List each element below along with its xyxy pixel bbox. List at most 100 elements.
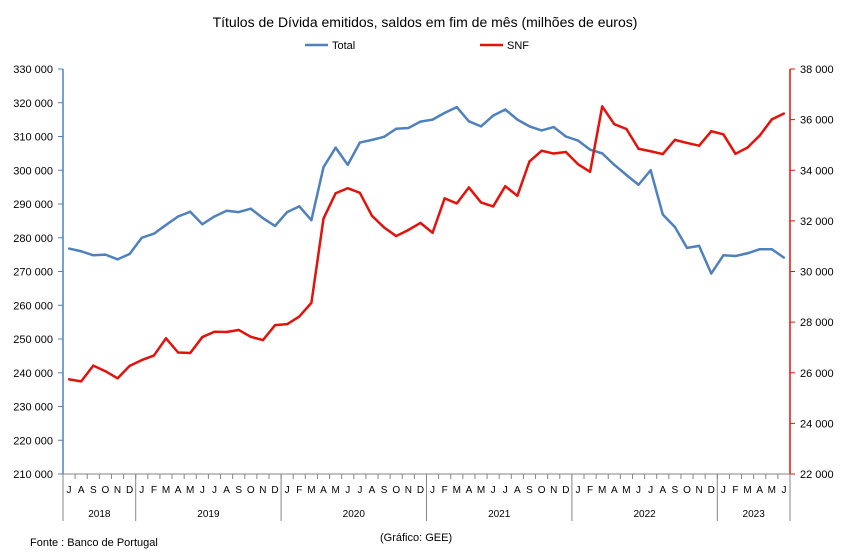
- x-axis-year-label: 2020: [343, 509, 366, 520]
- left-axis-tick-label: 210 000: [13, 469, 53, 481]
- snf-point: [346, 187, 349, 190]
- total-point: [649, 169, 652, 172]
- total-point: [407, 126, 410, 130]
- x-axis-month-label: J: [648, 485, 653, 496]
- x-axis-month-label: A: [514, 485, 521, 496]
- total-point: [189, 210, 192, 213]
- legend-label-snf: SNF: [507, 40, 529, 52]
- x-axis-month-label: J: [345, 485, 350, 496]
- snf-point: [310, 301, 313, 305]
- x-axis-month-label: S: [90, 485, 97, 496]
- x-axis-month-label: O: [538, 485, 546, 496]
- right-axis-tick-label: 24 000: [800, 418, 834, 430]
- right-axis-tick-label: 38 000: [800, 64, 834, 76]
- x-axis-month-label: M: [162, 485, 170, 496]
- x-axis-month-label: S: [235, 485, 242, 496]
- left-axis-tick-label: 250 000: [13, 334, 53, 346]
- x-axis-year-label: 2022: [633, 509, 656, 520]
- snf-point: [722, 133, 725, 136]
- right-axis-tick-label: 22 000: [800, 469, 834, 481]
- credit-note: (Gráfico: GEE): [380, 532, 452, 544]
- right-axis-tick-label: 28 000: [800, 317, 834, 329]
- total-point: [661, 213, 664, 216]
- total-point: [322, 166, 325, 169]
- right-axis-tick-label: 34 000: [800, 165, 834, 177]
- total-point: [140, 236, 143, 239]
- total-point: [637, 183, 640, 186]
- x-axis-month-label: J: [139, 485, 144, 496]
- total-point: [176, 215, 180, 218]
- snf-point: [92, 364, 95, 367]
- snf-point: [564, 150, 568, 154]
- snf-point: [116, 377, 119, 380]
- snf-point: [504, 185, 507, 188]
- x-axis-month-label: A: [78, 485, 85, 496]
- left-axis-ticks: 210 000 220 000 230 000 240 000 250 000 260 0…: [13, 64, 63, 481]
- x-axis-year-label: 2018: [88, 509, 111, 520]
- total-point: [746, 252, 749, 255]
- x-axis-month-label: A: [175, 485, 182, 496]
- left-axis-tick-label: 260 000: [13, 300, 53, 312]
- x-axis-month-label: M: [453, 485, 461, 496]
- total-point: [613, 163, 616, 167]
- total-point: [710, 272, 713, 275]
- x-axis-month-label: A: [611, 485, 618, 496]
- x-axis-month-label: O: [392, 485, 400, 496]
- total-point: [491, 114, 495, 117]
- total-point: [310, 219, 313, 222]
- x-axis-month-label: J: [67, 485, 72, 496]
- snf-point: [770, 118, 774, 121]
- x-axis-month-label: D: [562, 485, 569, 496]
- x-axis-month-label: M: [622, 485, 630, 496]
- snf-point: [661, 152, 664, 156]
- x-axis-month-label: N: [405, 485, 412, 496]
- legend: Total SNF: [305, 40, 529, 52]
- total-point: [431, 118, 434, 121]
- x-axis-month-label: J: [575, 485, 580, 496]
- total-point: [758, 248, 761, 251]
- total-point: [358, 141, 362, 144]
- x-axis-month-label: A: [223, 485, 230, 496]
- x-axis-month-label: O: [683, 485, 691, 496]
- x-axis-month-label: A: [466, 485, 473, 496]
- total-point: [152, 232, 156, 235]
- x-axis-year-label: 2021: [488, 509, 511, 520]
- total-point: [298, 205, 301, 208]
- snf-point: [128, 364, 131, 368]
- total-point: [443, 111, 446, 115]
- x-axis-month-label: F: [587, 485, 593, 496]
- snf-point: [370, 214, 374, 218]
- series-line-total: [68, 105, 785, 275]
- snf-point: [637, 147, 640, 150]
- total-point: [104, 253, 107, 256]
- total-point: [213, 215, 216, 218]
- x-axis-year-label: 2019: [197, 509, 220, 520]
- x-axis-month-label: J: [721, 485, 726, 496]
- x-axis-month-label: J: [212, 485, 217, 496]
- left-axis-tick-label: 270 000: [13, 267, 53, 279]
- left-axis-tick-label: 320 000: [13, 98, 53, 110]
- x-axis-month-label: S: [526, 485, 533, 496]
- total-point: [552, 125, 555, 129]
- snf-point: [249, 335, 253, 339]
- series-layer: [67, 105, 786, 383]
- total-point: [600, 152, 604, 155]
- total-point: [334, 146, 337, 149]
- total-point: [261, 216, 265, 220]
- snf-point: [201, 335, 204, 339]
- snf-point: [710, 130, 713, 133]
- total-point: [564, 135, 568, 138]
- snf-point: [782, 112, 786, 115]
- x-axis-month-label: A: [659, 485, 666, 496]
- snf-point: [491, 205, 495, 208]
- x-axis-month-label: J: [285, 485, 290, 496]
- total-point: [273, 224, 277, 228]
- total-point: [128, 252, 131, 256]
- x-axis-month-label: J: [430, 485, 435, 496]
- snf-point: [576, 162, 580, 166]
- x-axis-month-label: D: [126, 485, 133, 496]
- snf-point: [140, 358, 143, 362]
- axes: [62, 69, 791, 475]
- x-axis-month-label: M: [768, 485, 776, 496]
